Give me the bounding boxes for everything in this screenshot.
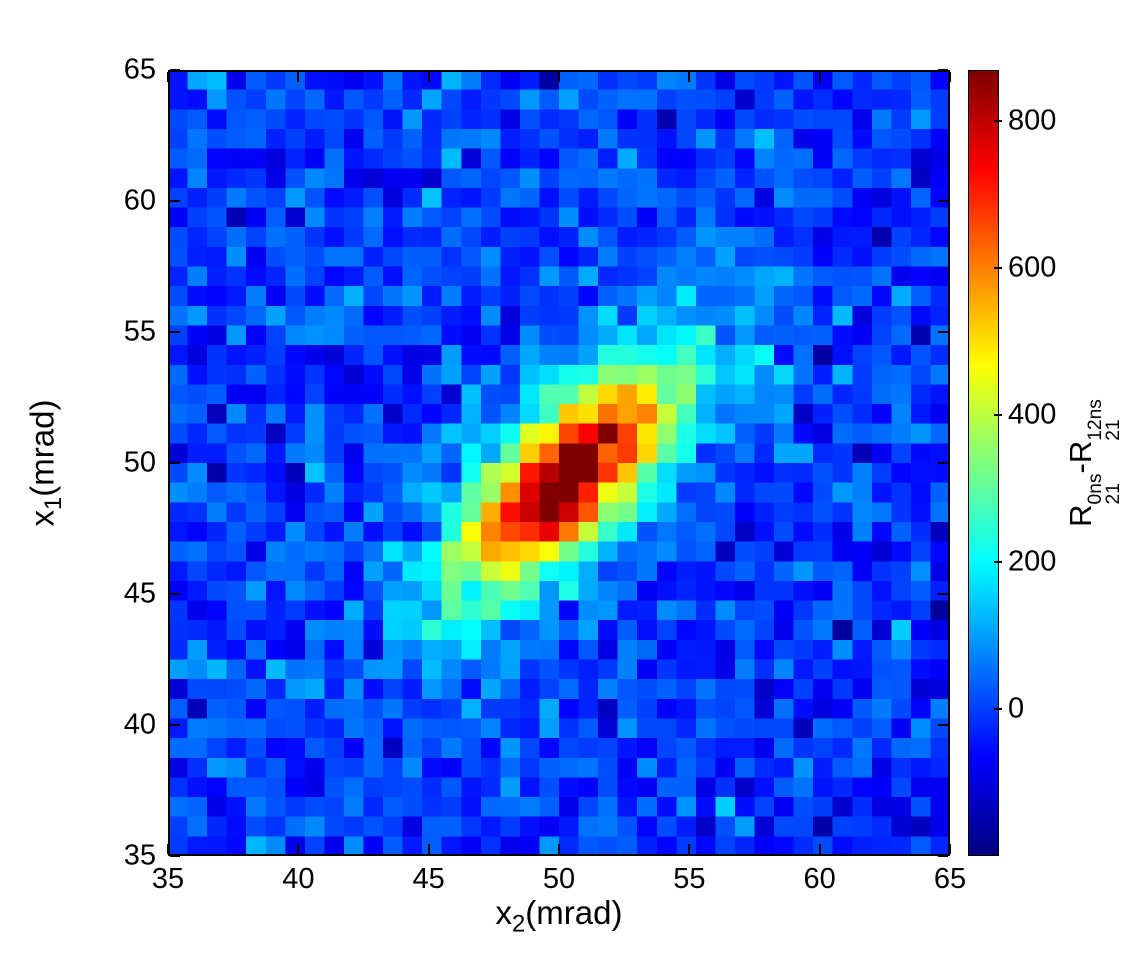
y-tick-mark	[170, 331, 180, 333]
x-tick-label: 55	[673, 863, 706, 895]
colorbar-label-supsub1: 0ns 21	[1085, 474, 1124, 505]
y-tick-mark	[170, 855, 180, 857]
y-axis-label: x1(mrad)	[23, 399, 68, 527]
x-tick-mark	[427, 844, 430, 854]
y-tick-mark	[170, 200, 180, 202]
x-tick-label: 40	[282, 863, 315, 895]
colorbar	[968, 70, 999, 856]
colorbar-tick-label: 0	[1008, 692, 1025, 725]
x-axis-label: x2(mrad)	[495, 894, 623, 938]
y-tick-mark	[170, 69, 180, 71]
x-tick-mark	[949, 72, 951, 82]
colorbar-tick-label: 200	[1008, 545, 1057, 578]
x-tick-mark	[688, 72, 691, 82]
y-tick-mark	[938, 69, 948, 71]
x-tick-label: 65	[933, 863, 967, 895]
x-axis-label-subscript: 2	[512, 910, 526, 938]
colorbar-tick-mark	[994, 120, 1002, 123]
y-tick-label: 35	[123, 839, 156, 872]
x-tick-label: 45	[412, 863, 445, 895]
colorbar-tick-mark	[994, 414, 1002, 417]
colorbar-tick-mark	[994, 708, 1002, 711]
colorbar-label-r1: R	[1062, 504, 1098, 527]
y-tick-mark	[938, 724, 948, 726]
y-axis-label-base: x	[23, 509, 61, 527]
y-tick-mark	[170, 593, 180, 595]
x-tick-mark	[558, 844, 560, 854]
colorbar-label-supsub2: 12ns 21	[1085, 399, 1124, 441]
heatmap-canvas	[168, 70, 950, 856]
y-tick-label: 60	[123, 184, 156, 217]
y-axis-label-subscript: 1	[40, 496, 68, 510]
x-tick-mark	[558, 72, 560, 82]
y-tick-mark	[938, 331, 948, 333]
x-tick-label: 60	[803, 863, 836, 895]
colorbar-label-sub1: 21	[1102, 483, 1124, 505]
y-tick-label: 65	[123, 53, 156, 86]
x-tick-mark	[297, 844, 300, 854]
x-axis-label-base: x	[495, 894, 513, 931]
y-tick-label: 40	[123, 708, 156, 741]
y-tick-mark	[938, 593, 948, 595]
y-tick-label: 55	[123, 315, 156, 348]
y-tick-mark	[170, 724, 180, 726]
colorbar-tick-mark	[994, 267, 1002, 270]
x-tick-label: 35	[151, 863, 185, 895]
y-tick-mark	[170, 462, 180, 464]
colorbar-tick-label: 800	[1008, 104, 1057, 137]
colorbar-label-sub2: 21	[1102, 419, 1124, 441]
x-tick-mark	[297, 72, 300, 82]
x-tick-mark	[688, 844, 691, 854]
colorbar-label: R 0ns 21 -R 12ns 21	[1062, 399, 1124, 527]
x-tick-mark	[818, 844, 821, 854]
x-axis-label-unit: (mrad)	[525, 894, 623, 931]
y-tick-mark	[938, 462, 948, 464]
y-axis-label-unit: (mrad)	[23, 399, 61, 497]
y-tick-label: 45	[123, 577, 156, 610]
x-tick-label: 50	[542, 863, 576, 895]
y-tick-mark	[938, 855, 948, 857]
colorbar-tick-label: 600	[1008, 251, 1057, 284]
x-tick-mark	[167, 72, 169, 82]
colorbar-tick-mark	[994, 561, 1002, 564]
colorbar-tick-label: 400	[1008, 398, 1057, 431]
x-tick-mark	[949, 844, 951, 854]
x-tick-mark	[427, 72, 430, 82]
y-tick-mark	[938, 200, 948, 202]
x-tick-mark	[818, 72, 821, 82]
x-tick-mark	[167, 844, 169, 854]
colorbar-label-minus: -	[1062, 463, 1098, 474]
y-tick-label: 50	[123, 446, 156, 479]
colorbar-label-r2: R	[1062, 440, 1098, 464]
